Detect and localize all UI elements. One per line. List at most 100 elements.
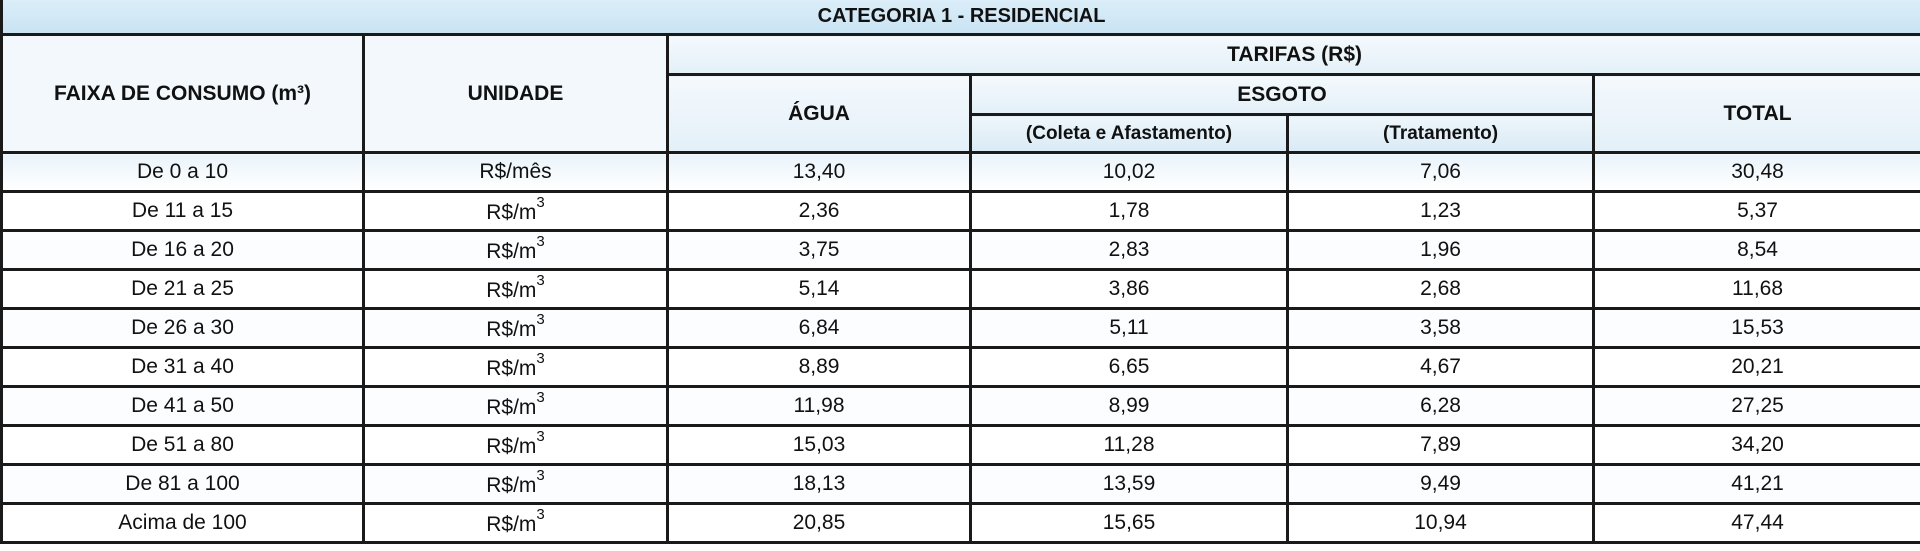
unit-exponent: 3 bbox=[536, 271, 545, 289]
header-tratamento: (Tratamento) bbox=[1286, 113, 1595, 154]
cell-agua: 13,40 bbox=[666, 151, 972, 193]
unit-text: R$/m bbox=[486, 512, 537, 536]
header-agua: ÁGUA bbox=[666, 73, 972, 154]
cell-total: 5,37 bbox=[1591, 190, 1920, 232]
cell-total: 41,21 bbox=[1591, 463, 1920, 505]
cell-tratamento: 4,67 bbox=[1286, 346, 1595, 388]
unit-text: R$/m bbox=[486, 200, 537, 224]
cell-total: 47,44 bbox=[1591, 502, 1920, 544]
table-header: CATEGORIA 1 - RESIDENCIAL FAIXA DE CONSU… bbox=[0, 0, 1920, 154]
unit-exponent: 3 bbox=[536, 388, 545, 406]
cell-agua: 3,75 bbox=[666, 229, 972, 271]
cell-agua: 15,03 bbox=[666, 424, 972, 466]
table-row: De 11 a 15 R$/m3 2,36 1,78 1,23 5,37 bbox=[0, 190, 1920, 232]
cell-agua: 5,14 bbox=[666, 268, 972, 310]
cell-total: 27,25 bbox=[1591, 385, 1920, 427]
cell-coleta: 10,02 bbox=[969, 151, 1289, 193]
cell-total: 20,21 bbox=[1591, 346, 1920, 388]
unit-exponent: 3 bbox=[536, 466, 545, 484]
cell-tratamento: 7,89 bbox=[1286, 424, 1595, 466]
unit-text: R$/m bbox=[486, 434, 537, 458]
cell-faixa: De 11 a 15 bbox=[0, 190, 365, 232]
table-row: De 0 a 10 R$/mês 13,40 10,02 7,06 30,48 bbox=[0, 151, 1920, 193]
table-row: De 41 a 50 R$/m3 11,98 8,99 6,28 27,25 bbox=[0, 385, 1920, 427]
cell-unidade: R$/m3 bbox=[362, 190, 669, 232]
unit-exponent: 3 bbox=[536, 427, 545, 445]
cell-unidade: R$/m3 bbox=[362, 385, 669, 427]
header-tarifas: TARIFAS (R$) bbox=[665, 33, 1920, 76]
header-esgoto: ESGOTO bbox=[969, 73, 1595, 116]
table-row: De 21 a 25 R$/m3 5,14 3,86 2,68 11,68 bbox=[0, 268, 1920, 310]
unit-exponent: 3 bbox=[536, 505, 545, 523]
cell-unidade: R$/mês bbox=[362, 151, 669, 193]
cell-faixa: De 41 a 50 bbox=[0, 385, 365, 427]
unit-text: R$/m bbox=[486, 473, 537, 497]
cell-faixa: De 26 a 30 bbox=[0, 307, 365, 349]
cell-agua: 2,36 bbox=[666, 190, 972, 232]
table-row: De 16 a 20 R$/m3 3,75 2,83 1,96 8,54 bbox=[0, 229, 1920, 271]
cell-faixa: De 16 a 20 bbox=[0, 229, 365, 271]
category-title: CATEGORIA 1 - RESIDENCIAL bbox=[0, 0, 1920, 36]
cell-unidade: R$/m3 bbox=[362, 229, 669, 271]
cell-total: 15,53 bbox=[1591, 307, 1920, 349]
cell-agua: 20,85 bbox=[666, 502, 972, 544]
unit-text: R$/m bbox=[486, 356, 537, 380]
cell-faixa: De 0 a 10 bbox=[0, 151, 365, 193]
unit-exponent: 3 bbox=[536, 232, 545, 250]
cell-tratamento: 6,28 bbox=[1286, 385, 1595, 427]
cell-coleta: 13,59 bbox=[969, 463, 1289, 505]
cell-agua: 18,13 bbox=[666, 463, 972, 505]
cell-tratamento: 3,58 bbox=[1286, 307, 1595, 349]
cell-unidade: R$/m3 bbox=[362, 502, 669, 544]
cell-coleta: 15,65 bbox=[969, 502, 1289, 544]
cell-faixa: De 81 a 100 bbox=[0, 463, 365, 505]
unit-exponent: 3 bbox=[536, 349, 545, 367]
cell-faixa: De 31 a 40 bbox=[0, 346, 365, 388]
cell-tratamento: 9,49 bbox=[1286, 463, 1595, 505]
cell-coleta: 2,83 bbox=[969, 229, 1289, 271]
cell-tratamento: 1,96 bbox=[1286, 229, 1595, 271]
table-row: De 26 a 30 R$/m3 6,84 5,11 3,58 15,53 bbox=[0, 307, 1920, 349]
cell-total: 30,48 bbox=[1591, 151, 1920, 193]
cell-tratamento: 7,06 bbox=[1286, 151, 1595, 193]
table-row: De 81 a 100 R$/m3 18,13 13,59 9,49 41,21 bbox=[0, 463, 1920, 505]
cell-total: 34,20 bbox=[1591, 424, 1920, 466]
unit-text: R$/m bbox=[486, 395, 537, 419]
cell-unidade: R$/m3 bbox=[362, 463, 669, 505]
header-total: TOTAL bbox=[1591, 73, 1920, 154]
table-row: De 51 a 80 R$/m3 15,03 11,28 7,89 34,20 bbox=[0, 424, 1920, 466]
unit-text: R$/mês bbox=[479, 160, 552, 183]
cell-agua: 8,89 bbox=[666, 346, 972, 388]
cell-unidade: R$/m3 bbox=[362, 307, 669, 349]
header-unidade: UNIDADE bbox=[362, 33, 669, 154]
cell-unidade: R$/m3 bbox=[362, 346, 669, 388]
unit-text: R$/m bbox=[486, 317, 537, 341]
header-faixa: FAIXA DE CONSUMO (m³) bbox=[0, 33, 365, 154]
table-row: De 31 a 40 R$/m3 8,89 6,65 4,67 20,21 bbox=[0, 346, 1920, 388]
cell-tratamento: 10,94 bbox=[1286, 502, 1595, 544]
cell-total: 8,54 bbox=[1591, 229, 1920, 271]
cell-coleta: 5,11 bbox=[969, 307, 1289, 349]
cell-faixa: De 21 a 25 bbox=[0, 268, 365, 310]
cell-tratamento: 2,68 bbox=[1286, 268, 1595, 310]
unit-text: R$/m bbox=[486, 239, 537, 263]
unit-exponent: 3 bbox=[536, 310, 545, 328]
unit-exponent: 3 bbox=[536, 193, 545, 211]
cell-tratamento: 1,23 bbox=[1286, 190, 1595, 232]
cell-agua: 11,98 bbox=[666, 385, 972, 427]
cell-faixa: De 51 a 80 bbox=[0, 424, 365, 466]
unit-text: R$/m bbox=[486, 278, 537, 302]
cell-total: 11,68 bbox=[1591, 268, 1920, 310]
table-body: De 0 a 10 R$/mês 13,40 10,02 7,06 30,48 De 11 … bbox=[0, 151, 1920, 544]
cell-coleta: 3,86 bbox=[969, 268, 1289, 310]
cell-unidade: R$/m3 bbox=[362, 424, 669, 466]
cell-coleta: 8,99 bbox=[969, 385, 1289, 427]
header-coleta: (Coleta e Afastamento) bbox=[969, 113, 1289, 154]
table-row: Acima de 100 R$/m3 20,85 15,65 10,94 47,44 bbox=[0, 502, 1920, 544]
cell-coleta: 11,28 bbox=[969, 424, 1289, 466]
cell-coleta: 1,78 bbox=[969, 190, 1289, 232]
cell-coleta: 6,65 bbox=[969, 346, 1289, 388]
